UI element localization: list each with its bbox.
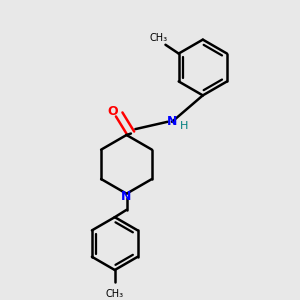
Text: CH₃: CH₃ bbox=[149, 33, 167, 43]
Text: O: O bbox=[107, 105, 118, 118]
Text: CH₃: CH₃ bbox=[106, 289, 124, 299]
Text: N: N bbox=[121, 190, 132, 203]
Text: H: H bbox=[180, 121, 188, 131]
Text: N: N bbox=[167, 115, 177, 128]
